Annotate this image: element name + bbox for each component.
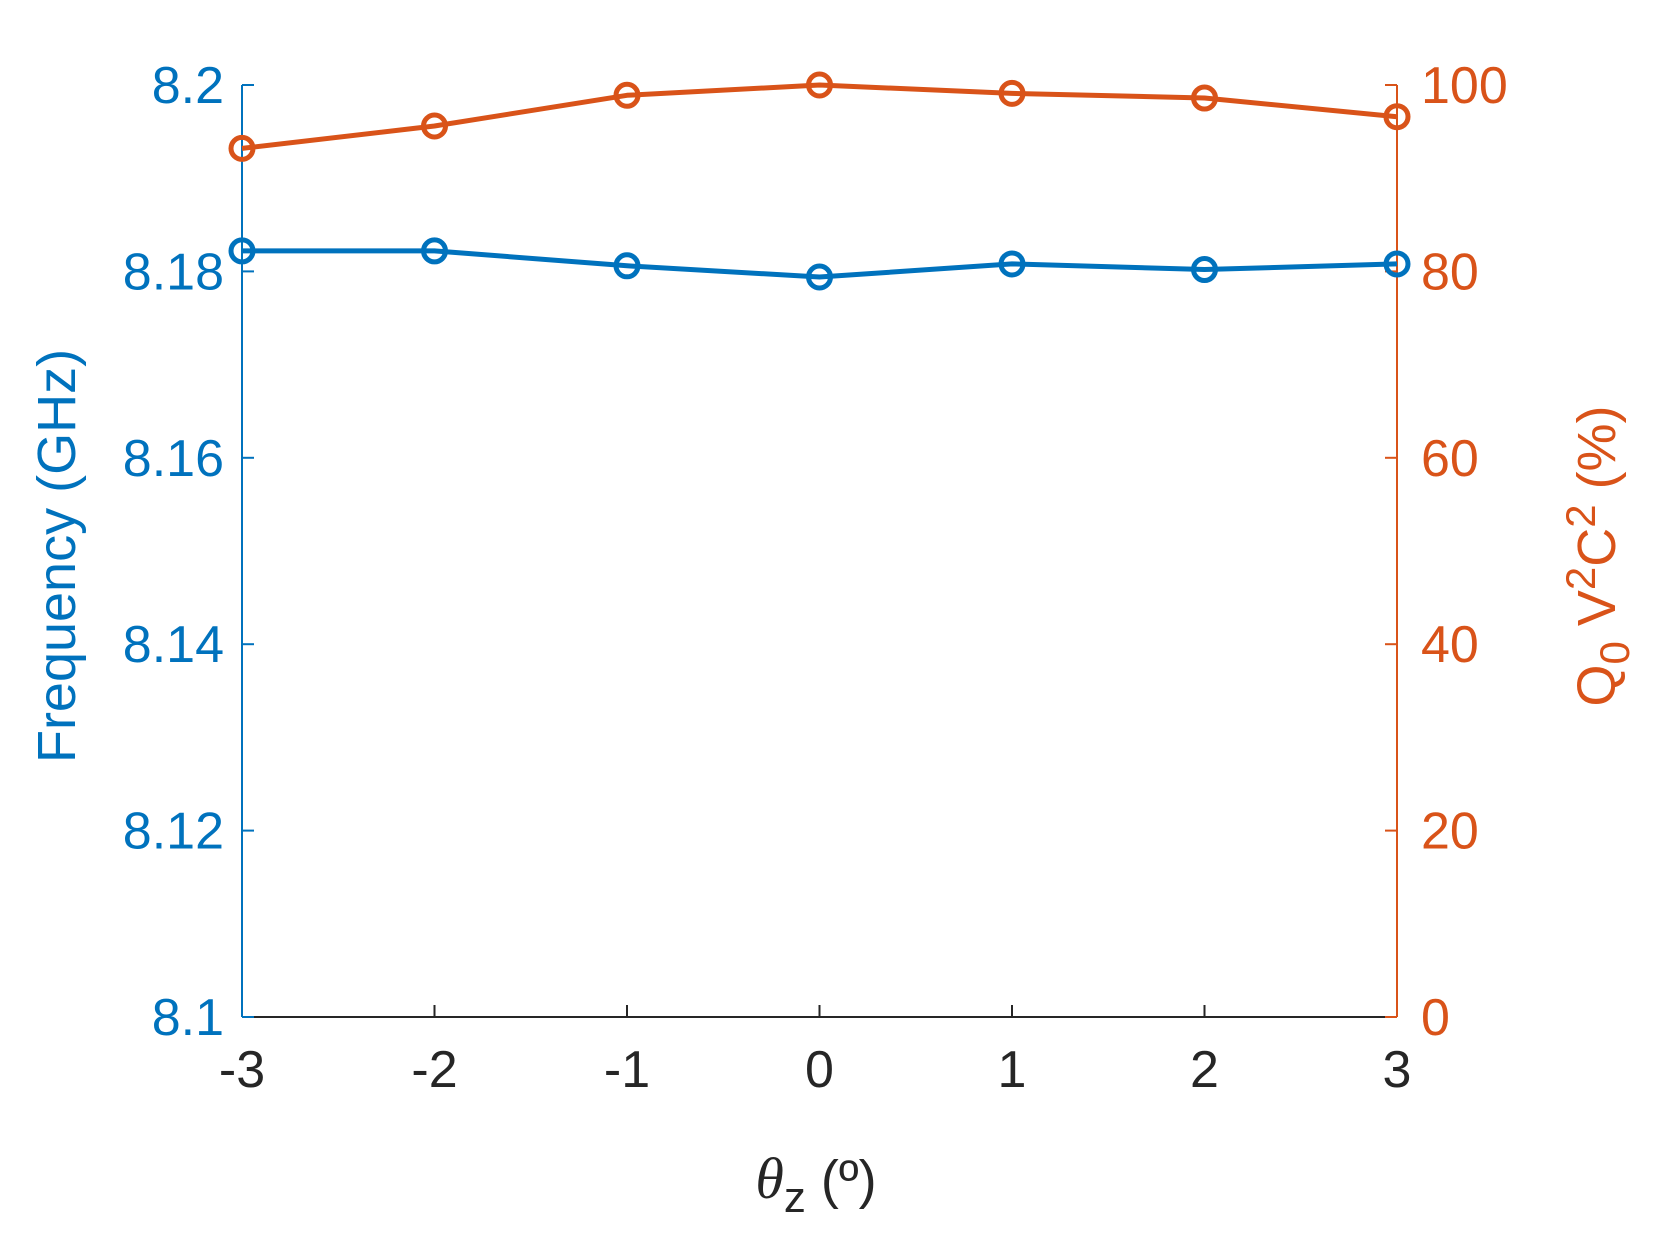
x-tick-label: 2 [1190,1041,1219,1099]
x-tick-label: 1 [998,1041,1027,1099]
y-left-tick-label: 8.1 [152,989,224,1047]
y-axis-left: 8.1 8.12 8.14 8.16 8.18 8.2 [123,57,254,1047]
y-right-tick-label: 0 [1421,989,1450,1047]
series-right-point [998,79,1026,107]
series-right-point [1383,103,1411,131]
series-right-point [228,134,256,162]
series-left-point [421,237,448,265]
y-left-tick-label: 8.14 [123,616,224,674]
x-axis-label: θz (º) [755,1146,876,1222]
series-right-point [613,81,641,109]
series-left-point [1191,256,1218,284]
y-axis-right: 0 20 40 60 80 100 [1385,57,1508,1047]
series-right-point [1191,84,1218,112]
series [228,71,1411,291]
y-left-tick-label: 8.12 [123,803,224,861]
x-axis: -3 -2 -1 0 1 2 3 [219,1005,1412,1099]
y-axis-right-label: Q0 V2C2 (%) [1557,405,1638,706]
x-tick-label: -2 [411,1041,457,1099]
series-left-line [242,248,1398,280]
series-right-point [421,112,448,140]
series-right-line [241,82,1398,151]
y-right-tick-label: 100 [1421,57,1508,115]
y-left-tick-label: 8.2 [152,57,224,115]
y-right-tick-label: 80 [1421,243,1479,301]
y-right-tick-label: 20 [1421,803,1479,861]
series-left-point [613,252,641,280]
y-right-tick-label: 40 [1421,616,1479,674]
x-tick-label: 3 [1383,1041,1412,1099]
y-left-tick-label: 8.16 [123,430,224,488]
series-left-point [998,250,1026,278]
y-left-tick-label: 8.18 [123,243,224,301]
series-left-point [806,263,833,291]
x-tick-label: -1 [604,1041,650,1099]
series-right-point [806,71,833,99]
y-axis-left-label: Frequency (GHz) [27,349,87,763]
series-left-point [228,237,256,265]
x-tick-label: 0 [805,1041,834,1099]
series-left-point [1383,250,1411,278]
y-right-tick-label: 60 [1421,430,1479,488]
x-tick-label: -3 [219,1041,265,1099]
